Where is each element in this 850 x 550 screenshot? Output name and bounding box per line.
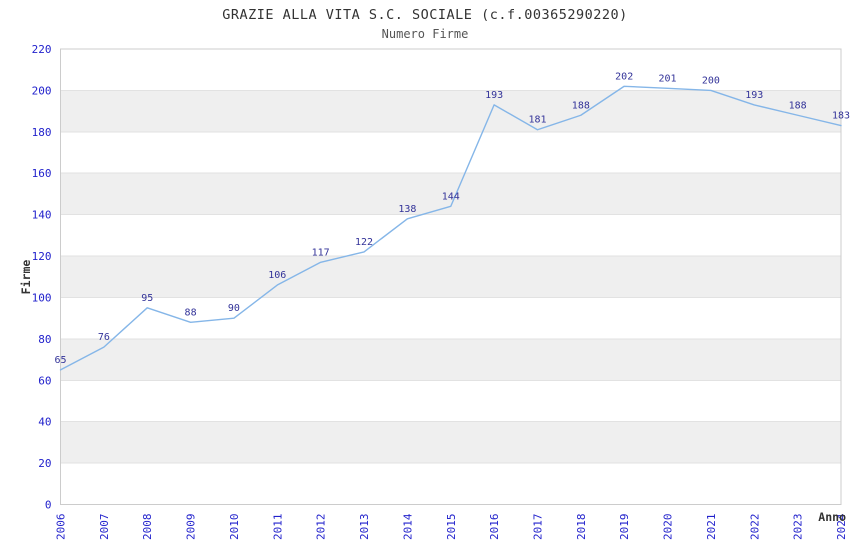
data-line	[59, 85, 842, 371]
data-point-label: 193	[485, 90, 503, 101]
grid-band	[60, 173, 841, 215]
y-axis-title: Firme	[19, 260, 33, 295]
data-point-label: 183	[832, 111, 850, 122]
x-tick-label: 2012	[315, 514, 328, 541]
x-tick-label: 2024	[835, 513, 848, 540]
x-tick-label: 2010	[228, 514, 241, 541]
grid-band	[60, 421, 841, 464]
data-point-label: 76	[98, 332, 110, 343]
x-tick-label: 2021	[705, 514, 718, 541]
data-point-label: 200	[702, 75, 720, 86]
x-tick-label: 2007	[98, 514, 111, 541]
y-tick-label: 60	[38, 374, 51, 387]
x-tick-label: 2023	[792, 514, 805, 541]
x-axis-title: Anno	[818, 510, 846, 524]
x-tick-label: 2020	[662, 514, 675, 541]
data-point-label: 193	[745, 90, 763, 101]
y-tick-label: 220	[32, 43, 52, 56]
x-tick-label: 2022	[748, 514, 761, 541]
grid-band	[60, 90, 841, 132]
data-point-label: 65	[54, 355, 66, 366]
plot-border	[60, 48, 842, 505]
data-point-label: 106	[268, 270, 286, 281]
x-tick-label: 2006	[55, 514, 68, 541]
data-point-label: 144	[442, 191, 460, 202]
data-point-label: 188	[789, 100, 807, 111]
y-tick-label: 200	[32, 84, 52, 97]
y-tick-label: 80	[38, 333, 51, 346]
y-tick-label: 160	[32, 167, 52, 180]
data-point-label: 202	[615, 71, 633, 82]
data-point-label: 138	[398, 204, 416, 215]
x-tick-label: 2009	[185, 514, 198, 541]
y-tick-label: 40	[38, 416, 51, 429]
data-point-label: 181	[528, 115, 546, 126]
data-point-label: 88	[185, 307, 197, 318]
x-tick-label: 2019	[618, 514, 631, 541]
data-point-label: 188	[572, 100, 590, 111]
data-point-label: 90	[228, 303, 240, 314]
x-tick-label: 2016	[488, 514, 501, 541]
y-tick-label: 20	[38, 457, 51, 470]
x-tick-label: 2018	[575, 514, 588, 541]
y-tick-label: 180	[32, 126, 52, 139]
data-point-label: 117	[312, 247, 330, 258]
y-tick-label: 0	[45, 499, 52, 512]
data-point-label: 122	[355, 237, 373, 248]
x-tick-label: 2014	[401, 513, 414, 540]
x-tick-label: 2017	[531, 514, 544, 541]
grid-band	[60, 256, 841, 298]
data-point-label: 95	[141, 293, 153, 304]
x-tick-label: 2015	[445, 514, 458, 541]
grid-band	[60, 338, 841, 381]
chart-title: GRAZIE ALLA VITA S.C. SOCIALE (c.f.00365…	[222, 7, 628, 23]
x-tick-label: 2008	[141, 514, 154, 541]
chart-subtitle: Numero Firme	[381, 27, 469, 41]
y-tick-label: 120	[32, 250, 52, 263]
data-point-label: 201	[659, 73, 677, 84]
x-tick-label: 2011	[271, 514, 284, 541]
x-tick-label: 2013	[358, 514, 371, 541]
y-tick-label: 140	[32, 209, 52, 222]
y-tick-label: 100	[32, 291, 52, 304]
